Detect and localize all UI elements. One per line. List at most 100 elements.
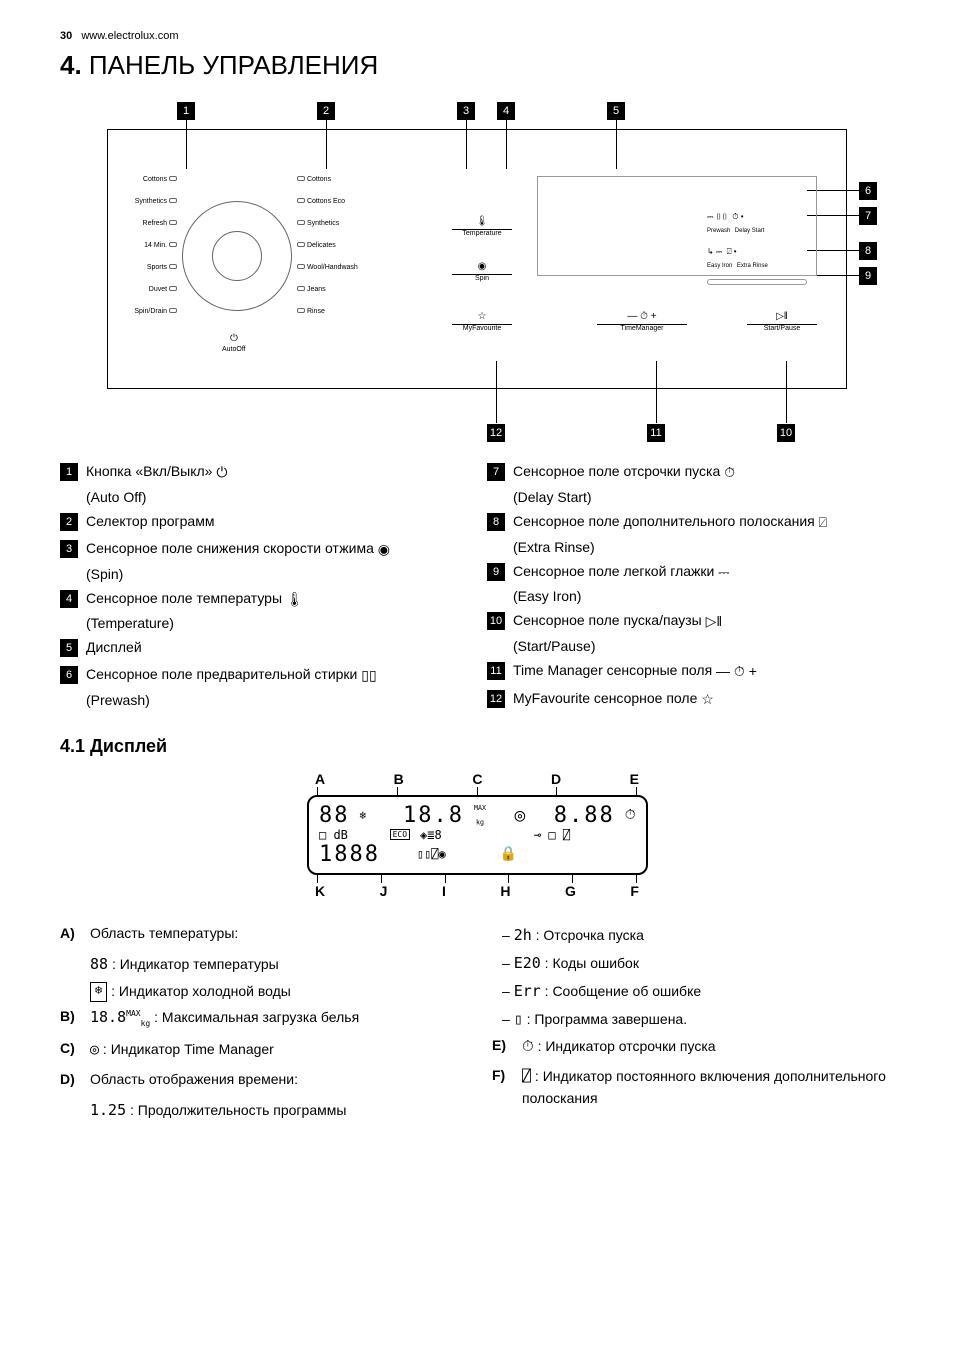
callout-2: 2 — [317, 101, 335, 120]
legend-icon: ☆ — [701, 691, 714, 707]
thermometer-icon: 🌡 — [476, 216, 489, 227]
callout-4: 4 — [497, 101, 515, 120]
dial-label: 14 Min. — [144, 242, 177, 249]
timemanager-area: — ⏱ + TimeManager — [597, 311, 687, 332]
display-letter: H — [500, 883, 510, 899]
legend-icon: ⎓ — [718, 563, 729, 579]
extrarinse-icon: ⍁ • — [727, 247, 737, 256]
myfavourite-area: ☆ MyFavourite — [452, 311, 512, 332]
dial-label: Synthetics — [297, 220, 339, 227]
program-dial: Cottons Synthetics Refresh 14 Min. Sport… — [127, 171, 347, 361]
progress-bar — [707, 279, 807, 285]
legend-item-2: 2Селектор программ — [60, 511, 467, 532]
display-letter: F — [630, 883, 639, 899]
callout-5: 5 — [607, 101, 625, 120]
callout-12: 12 — [487, 423, 505, 442]
glyph: E20 — [514, 951, 541, 975]
dial-label: Sports — [147, 264, 177, 271]
page-header: 30 www.electrolux.com — [60, 30, 894, 42]
legend-item-9: 9Сенсорное поле легкой глажки ⎓ — [487, 561, 894, 583]
display-legend-item: F)⍁ : Индикатор постоянного включения до… — [492, 1065, 894, 1109]
glyph: ◎ — [90, 1038, 99, 1061]
display-letter: G — [565, 883, 576, 899]
page-number: 30 — [60, 30, 72, 42]
clock-disp-icon: ⏱ — [625, 807, 636, 823]
legend-item-5: 5Дисплей — [60, 637, 467, 658]
power-icon: ⏻ — [230, 333, 238, 344]
dial-label: Rinse — [297, 308, 325, 315]
glyph: 2h — [514, 923, 532, 947]
glyph: Err — [514, 979, 541, 1003]
legend-item-1: 1Кнопка «Вкл/Выкл» ⏻ — [60, 461, 467, 483]
legend-icon: ⍁ — [819, 514, 827, 530]
display-legend-item: E)⏱ : Индикатор отсрочки пуска — [492, 1035, 894, 1058]
seg-a: 88 — [319, 803, 350, 828]
callout-8: 8 — [859, 241, 877, 260]
legend-item-10: 10Сенсорное поле пуска/паузы ▷‖ — [487, 610, 894, 632]
display-legend-item: C)◎ : Индикатор Time Manager — [60, 1038, 462, 1061]
dial-label: Spin/Drain — [134, 308, 177, 315]
glyph: 1.25 — [90, 1098, 126, 1122]
section-title: 4. ПАНЕЛЬ УПРАВЛЕНИЯ — [60, 50, 894, 81]
display-letter: K — [315, 883, 325, 899]
callout-6: 6 — [859, 181, 877, 200]
star-icon: ☆ — [478, 311, 487, 322]
legend-icon: ◉ — [378, 541, 390, 557]
legend-item-8: 8Сенсорное поле дополнительного полоскан… — [487, 511, 894, 533]
legend-icon: ▷‖ — [706, 613, 723, 629]
callout-7: 7 — [859, 206, 877, 225]
startpause-area: ▷‖ Start/Pause — [747, 311, 817, 332]
glyph: 88 — [90, 952, 108, 976]
callout-9: 9 — [859, 266, 877, 285]
display-letter: E — [630, 771, 639, 787]
legend-item-11: 11Time Manager сенсорные поля — ⏱ + — [487, 660, 894, 682]
legend-item-7: 7Сенсорное поле отсрочки пуска ⏱ — [487, 461, 894, 483]
legend-icon: ⏻ — [216, 464, 227, 480]
legend-item-4: 4Сенсорное поле температуры 🌡 — [60, 588, 467, 610]
display-letter: A — [315, 771, 325, 787]
play-pause-icon: ▷‖ — [776, 311, 788, 322]
display-letter: C — [472, 771, 482, 787]
callout-10: 10 — [777, 423, 795, 442]
spin-area: ◉ Spin — [452, 261, 512, 282]
site-url: www.electrolux.com — [81, 30, 178, 42]
dial-autooff: AutoOff — [222, 346, 246, 353]
display-rect — [537, 176, 817, 276]
temperature-area: 🌡 Temperature — [452, 216, 512, 237]
dial-label: Cottons — [297, 176, 331, 183]
dial-label: Delicates — [297, 242, 336, 249]
display-diagram: A B C D E 88❄ 18.8MAXkg ◎ 8.88 ⏱ □ dB ECO◈≣8… — [307, 771, 647, 899]
glyph: ▯ — [514, 1007, 523, 1031]
dial-label: Jeans — [297, 286, 326, 293]
callout-11: 11 — [647, 423, 665, 442]
legend-item-3: 3Сенсорное поле снижения скорости отжима… — [60, 538, 467, 560]
glyph: ⏱ — [522, 1035, 534, 1058]
display-legend-item: A)Область температуры: — [60, 923, 462, 944]
legend-icon: — ⏱ + — [716, 663, 757, 679]
display-legend-item: B)18.8MAXkg : Максимальная загрузка бель… — [60, 1006, 462, 1030]
display-letter: B — [394, 771, 404, 787]
dial-label: Cottons — [143, 176, 177, 183]
seg-b: 18.8 — [403, 803, 464, 828]
timemanager-disp-icon: ◎ — [514, 805, 525, 826]
legend-icon: ⏱ — [724, 464, 735, 480]
subsection-title: 4.1 Дисплей — [60, 736, 894, 757]
lock-disp-icon: 🔒 — [499, 846, 516, 862]
glyph: ⍁ — [522, 1065, 531, 1088]
glyph: 18.8MAXkg — [90, 1006, 150, 1030]
legend-item-12: 12MyFavourite сенсорное поле ☆ — [487, 688, 894, 710]
display-legend-item: D)Область отображения времени: — [60, 1069, 462, 1090]
seg-k: 1888 — [319, 842, 380, 867]
legend-item-6: 6Сенсорное поле предварительной стирки ▯… — [60, 664, 467, 686]
display-legend: A)Область температуры:88 : Индикатор тем… — [60, 923, 894, 1126]
timemanager-icon: — ⏱ + — [627, 311, 656, 322]
dial-label: Wool/Handwash — [297, 264, 358, 271]
legend-icon: ▯▯ — [361, 667, 376, 683]
dial-label: Refresh — [143, 220, 177, 227]
easyiron-icon: ↳ ⎓ — [707, 247, 722, 256]
display-letter: I — [442, 883, 446, 899]
seg-d: 8.88 — [554, 803, 615, 828]
control-panel-diagram: 12345 6789 121110 Cottons Synthetics Ref… — [107, 101, 847, 441]
display-box: 88❄ 18.8MAXkg ◎ 8.88 ⏱ □ dB ECO◈≣8 ⊸ □ ⍁… — [307, 795, 648, 875]
display-letter: D — [551, 771, 561, 787]
